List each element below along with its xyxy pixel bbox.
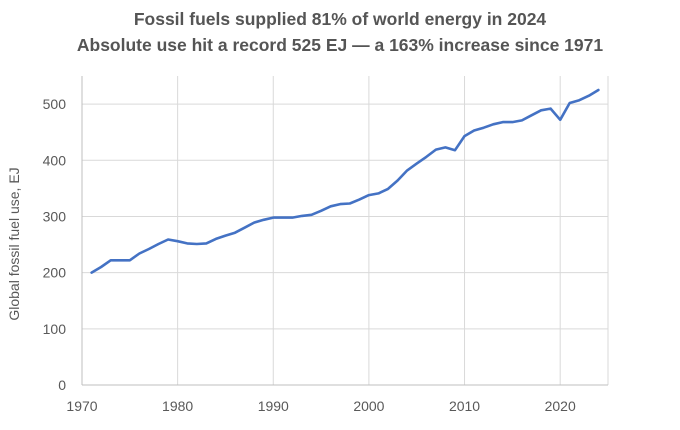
x-tick-label: 1980 [162, 398, 193, 414]
axes [81, 76, 608, 386]
x-tick-label: 1990 [258, 398, 289, 414]
y-tick-label: 0 [58, 377, 66, 393]
y-tick-label: 200 [43, 265, 67, 281]
y-tick-label: 400 [43, 152, 67, 168]
y-tick-label: 500 [43, 96, 67, 112]
y-tick-label: 300 [43, 208, 67, 224]
y-axis-label: Global fossil fuel use, EJ [6, 167, 22, 320]
series-line [90, 88, 600, 274]
y-tick-label: 100 [43, 321, 67, 337]
x-tick-label: 2000 [353, 398, 384, 414]
series-layer [90, 88, 600, 274]
x-tick-label: 1970 [66, 398, 97, 414]
chart-title: Fossil fuels supplied 81% of world energ… [133, 9, 547, 29]
x-tick-label: 2010 [449, 398, 480, 414]
tick-labels: 0 100 200 300 400 500 1970 1980 1990 2000 2010 2020 [43, 96, 576, 414]
x-tick-label: 2020 [545, 398, 576, 414]
chart-subtitle: Absolute use hit a record 525 EJ — a 163… [76, 35, 604, 55]
grid-lines [82, 76, 609, 385]
